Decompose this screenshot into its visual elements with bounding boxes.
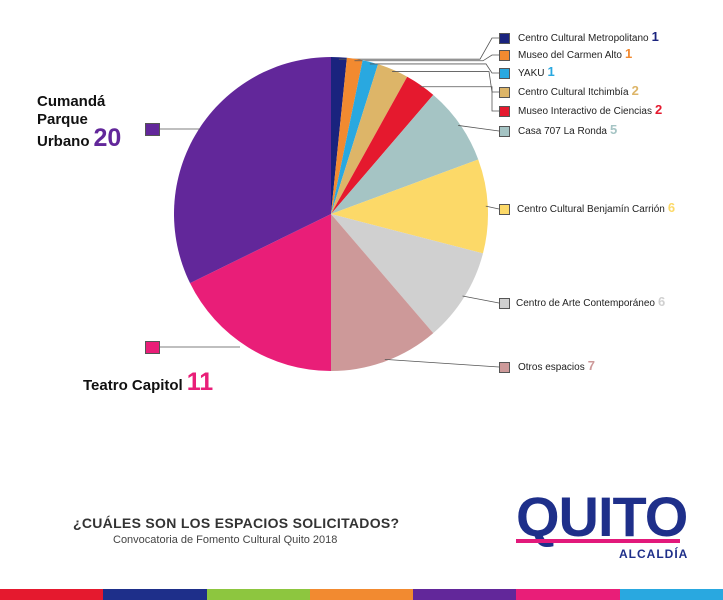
band-segment bbox=[516, 589, 620, 600]
color-band bbox=[0, 589, 723, 600]
legend-label-text: Museo Interactivo de Ciencias bbox=[518, 106, 652, 117]
legend-value: 1 bbox=[651, 29, 659, 44]
leader-line bbox=[354, 54, 499, 62]
legend-value: 2 bbox=[654, 102, 663, 117]
chart-subtitle: Convocatoria de Fomento Cultural Quito 2… bbox=[113, 534, 338, 546]
legend-value: 1 bbox=[547, 64, 555, 79]
band-segment bbox=[619, 589, 723, 600]
legend-label-text: Casa 707 La Ronda bbox=[518, 126, 607, 137]
leader-line bbox=[485, 205, 500, 210]
quito-logo: QUITO bbox=[516, 486, 686, 548]
label-cumanda-line2: Parque bbox=[37, 111, 88, 128]
pie-slice-centro-cultural-metropolitano bbox=[331, 57, 347, 214]
legend-label: Centro de Arte Contemporáneo 6 bbox=[516, 294, 665, 309]
value-cumanda: 20 bbox=[93, 124, 122, 152]
pie-slice-centro-cultural-benjam-n-carri-n bbox=[331, 159, 488, 254]
legend-swatch bbox=[499, 68, 510, 79]
legend-swatch bbox=[499, 87, 510, 98]
legend-label-text: Centro de Arte Contemporáneo bbox=[516, 298, 655, 309]
leader-line bbox=[384, 358, 500, 368]
leader-line bbox=[458, 125, 500, 132]
legend-label-text: Centro Cultural Metropolitano bbox=[518, 33, 649, 44]
legend-swatch bbox=[499, 126, 510, 137]
band-segment bbox=[103, 589, 207, 600]
legend-label: YAKU 1 bbox=[518, 64, 555, 79]
pie-slice-otros-espacios bbox=[331, 214, 434, 371]
legend-label: Centro Cultural Metropolitano 1 bbox=[518, 29, 659, 44]
legend-label: Casa 707 La Ronda 5 bbox=[518, 122, 617, 137]
legend-swatch bbox=[499, 204, 510, 215]
legend-swatch bbox=[499, 106, 510, 117]
legend-label-text: Centro Cultural Benjamín Carrión bbox=[517, 204, 665, 215]
legend-label-text: YAKU bbox=[518, 68, 545, 79]
band-segment bbox=[0, 589, 104, 600]
logo-wordmark: QUITO bbox=[516, 486, 686, 548]
legend-label: Centro Cultural Itchimbía 2 bbox=[518, 83, 639, 98]
legend-label: Museo del Carmen Alto 1 bbox=[518, 46, 632, 61]
logo-underline bbox=[516, 539, 680, 543]
legend-swatch bbox=[499, 362, 510, 373]
legend-value: 1 bbox=[624, 46, 633, 61]
legend-value: 7 bbox=[587, 358, 595, 373]
label-teatro-capitol: Teatro Capitol 11 bbox=[83, 370, 213, 395]
pie-slice-museo-interactivo-de-ciencias bbox=[331, 76, 434, 214]
legend-value: 6 bbox=[667, 200, 676, 215]
legend-swatch bbox=[499, 50, 510, 61]
leader-line bbox=[338, 37, 499, 60]
legend-label: Museo Interactivo de Ciencias 2 bbox=[518, 102, 662, 117]
legend-label: Centro Cultural Benjamín Carrión 6 bbox=[517, 200, 675, 215]
pie-slice-centro-de-arte-contempor-neo bbox=[331, 214, 483, 334]
leader-line bbox=[419, 86, 499, 112]
pie-slice-yaku bbox=[331, 60, 378, 214]
legend-value: 2 bbox=[631, 83, 639, 98]
label-cumanda-line1: Cumandá bbox=[37, 93, 106, 110]
pie-slice-museo-del-carmen-alto bbox=[331, 57, 363, 215]
legend-label-text: Centro Cultural Itchimbía bbox=[518, 87, 629, 98]
leader-line bbox=[392, 71, 499, 93]
legend-label-text: Museo del Carmen Alto bbox=[518, 50, 622, 61]
band-segment bbox=[309, 589, 414, 600]
value-teatro-capitol: 11 bbox=[186, 368, 214, 396]
label-cumanda-line3: Urbano bbox=[37, 133, 90, 150]
pie-slice-cumand-parque-urbano bbox=[174, 56, 331, 284]
pie-slice-casa-707-la-ronda bbox=[331, 94, 479, 214]
chart-title: ¿CUÁLES SON LOS ESPACIOS SOLICITADOS? bbox=[73, 515, 400, 531]
legend-label-text: Otros espacios bbox=[518, 362, 585, 373]
leader-line bbox=[369, 63, 499, 74]
legend-swatch bbox=[499, 33, 510, 44]
band-segment bbox=[206, 589, 310, 600]
label-cumanda: Cumandá Parque Urbano 20 bbox=[37, 93, 121, 151]
legend-value: 6 bbox=[657, 294, 666, 309]
legend-value: 5 bbox=[609, 122, 618, 137]
legend-swatch bbox=[145, 123, 160, 136]
logo-subtitle: ALCALDÍA bbox=[619, 547, 689, 561]
leader-line bbox=[462, 295, 500, 304]
legend-label: Otros espacios 7 bbox=[518, 358, 595, 373]
pie-slice-centro-cultural-itchimb-a bbox=[331, 64, 408, 214]
pie-slice-teatro-capitol bbox=[190, 214, 331, 371]
legend-swatch bbox=[499, 298, 510, 309]
label-teatro-capitol-text: Teatro Capitol bbox=[83, 377, 183, 394]
legend-swatch bbox=[145, 341, 160, 354]
band-segment bbox=[413, 589, 517, 600]
